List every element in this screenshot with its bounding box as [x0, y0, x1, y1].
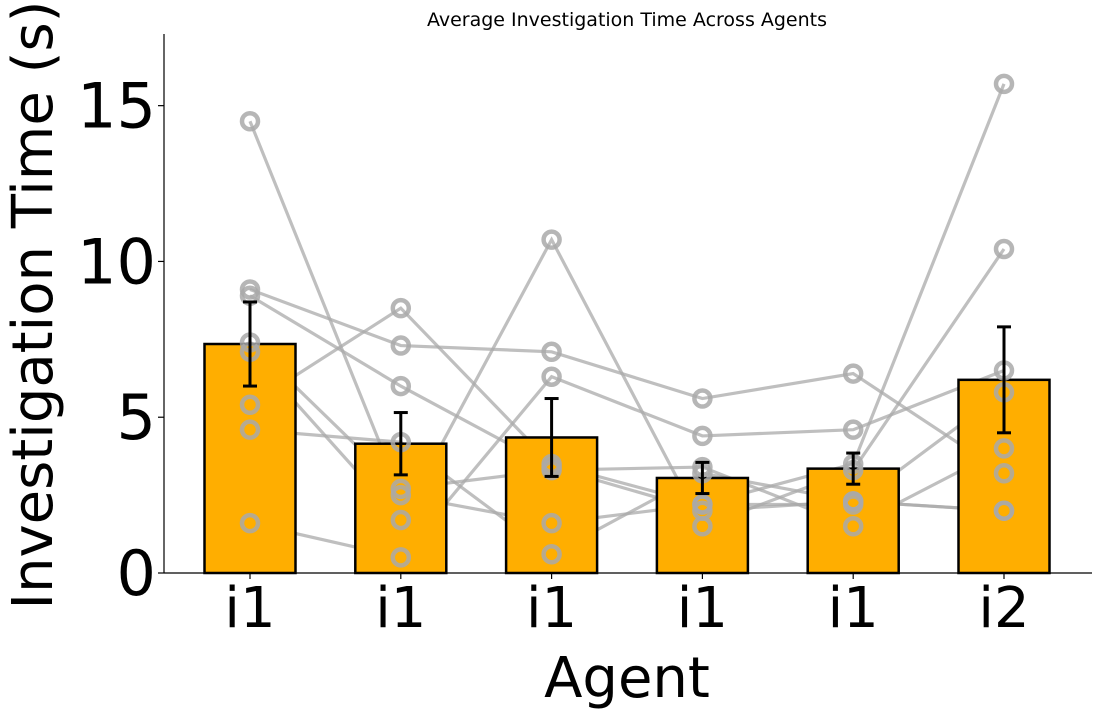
y-tick-label: 0: [117, 537, 156, 610]
subject-point: [993, 73, 1015, 95]
subject-point: [692, 425, 713, 447]
error-bar: [544, 397, 559, 478]
x-tick-label: i2: [978, 576, 1029, 641]
error-bars: [243, 300, 1011, 496]
subject-point: [541, 544, 562, 565]
y-ticks: 0 5 10 15: [77, 70, 164, 610]
subject-point: [993, 500, 1015, 521]
subject-point: [541, 341, 562, 363]
subject-point: [692, 388, 713, 409]
x-tick-label: i1: [224, 576, 275, 641]
subject-point: [842, 491, 864, 512]
subject-point: [541, 229, 562, 250]
subject-point: [842, 363, 864, 384]
subject-point: [239, 419, 261, 440]
x-tick-label: i1: [526, 576, 577, 641]
subject-point: [390, 297, 412, 319]
subject-point: [239, 394, 261, 416]
axes: [163, 34, 1092, 574]
subject-line: [249, 287, 1005, 475]
subject-points: [239, 73, 1015, 568]
subject-point: [842, 516, 864, 537]
y-tick-label: 10: [77, 225, 156, 298]
subject-point: [993, 438, 1015, 459]
subject-point: [390, 509, 412, 531]
subject-point: [692, 516, 713, 537]
subject-point: [541, 366, 562, 387]
subject-point: [993, 238, 1015, 260]
error-bar: [846, 451, 861, 486]
y-axis-label: Investigation Time (s): [1, 1, 66, 610]
subject-point: [993, 463, 1015, 484]
y-tick-label: 5: [117, 381, 156, 454]
error-bar: [393, 411, 408, 477]
subject-point: [390, 547, 412, 568]
subject-point: [239, 512, 261, 534]
y-tick-label: 15: [77, 70, 156, 143]
x-tick-label: i1: [828, 576, 879, 641]
subject-point: [390, 478, 412, 500]
x-axis-label: Agent: [544, 646, 710, 711]
subject-point: [842, 419, 864, 440]
subject-point: [692, 494, 713, 515]
subject-point: [541, 512, 562, 534]
subject-point: [239, 110, 261, 132]
x-tick-label: i1: [677, 576, 728, 641]
x-tick-label: i1: [375, 576, 426, 641]
error-bar: [997, 325, 1011, 435]
chart-title: Average Investigation Time Across Agents: [427, 9, 827, 31]
x-ticks: i1 i1 i1 i1 i1 i2: [224, 573, 1030, 641]
subject-point: [390, 375, 412, 397]
bars: [203, 342, 1051, 575]
error-bar: [243, 300, 257, 388]
error-bar: [695, 460, 710, 496]
subject-point: [390, 335, 412, 356]
bar: [806, 467, 900, 575]
